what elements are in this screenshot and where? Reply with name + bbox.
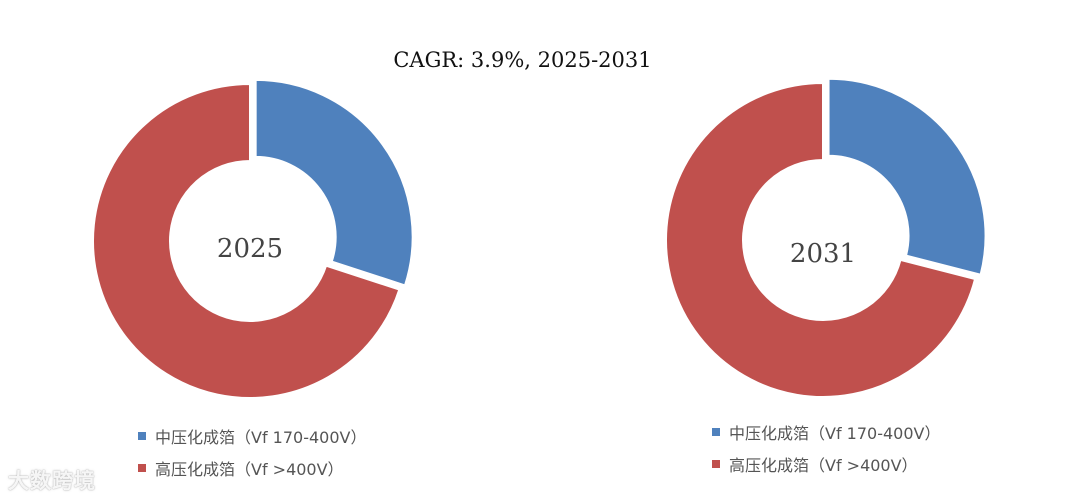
legend-item-medium: 中压化成箔（Vf 170-400V） — [138, 420, 366, 452]
legend-swatch — [712, 460, 720, 468]
slice-high-voltage — [92, 82, 401, 399]
legend-swatch — [138, 432, 146, 440]
slice-high-voltage — [665, 81, 977, 398]
legend-label: 高压化成箔（Vf >400V） — [729, 456, 918, 475]
watermark-logo: 大数跨境 — [8, 469, 96, 493]
donut-center-label: 2025 — [217, 234, 283, 264]
donut-center-label: 2031 — [790, 239, 856, 269]
legend-item-high: 高压化成箔（Vf >400V） — [138, 452, 366, 484]
legend-label: 中压化成箔（Vf 170-400V） — [729, 424, 941, 443]
legend-2025: 中压化成箔（Vf 170-400V） 高压化成箔（Vf >400V） — [138, 420, 366, 484]
legend-swatch — [138, 464, 146, 472]
legend-item-high: 高压化成箔（Vf >400V） — [712, 448, 940, 480]
legend-label: 中压化成箔（Vf 170-400V） — [155, 428, 367, 447]
chart-title: CAGR: 3.9%, 2025-2031 — [393, 48, 652, 72]
legend-label: 高压化成箔（Vf >400V） — [155, 460, 344, 479]
legend-item-medium: 中压化成箔（Vf 170-400V） — [712, 416, 940, 448]
legend-2031: 中压化成箔（Vf 170-400V） 高压化成箔（Vf >400V） — [712, 416, 940, 480]
legend-swatch — [712, 428, 720, 436]
slice-medium-voltage — [827, 77, 987, 276]
slice-medium-voltage — [254, 78, 414, 287]
